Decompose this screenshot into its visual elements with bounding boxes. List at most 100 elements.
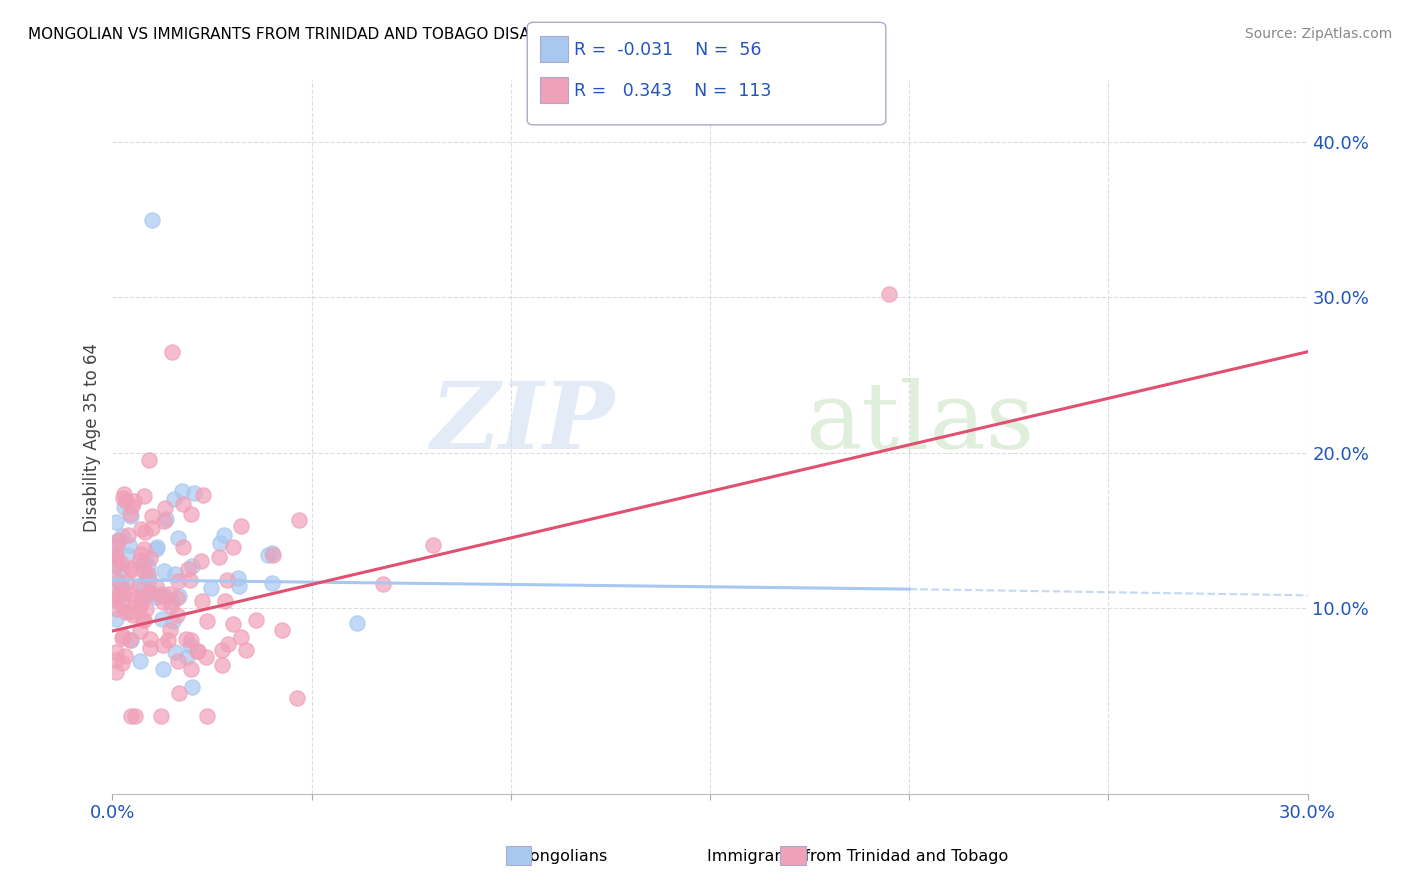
- Point: [112, 594, 135, 608]
- Point: [141, 508, 163, 523]
- Point: [145, 541, 167, 556]
- Point: [110, 578, 132, 592]
- Point: [180, 559, 202, 574]
- Point: [134, 541, 156, 556]
- Point: [145, 590, 167, 604]
- Point: [105, 533, 128, 548]
- Point: [149, 709, 172, 723]
- Point: [114, 648, 136, 663]
- Point: [138, 572, 160, 586]
- Point: [187, 644, 209, 658]
- Point: [208, 549, 231, 564]
- Point: [120, 561, 142, 575]
- Text: ZIP: ZIP: [430, 378, 614, 467]
- Point: [105, 547, 128, 561]
- Point: [111, 598, 134, 612]
- Point: [105, 550, 128, 565]
- Text: R =   0.343    N =  113: R = 0.343 N = 113: [574, 82, 770, 100]
- Point: [190, 593, 212, 607]
- Point: [134, 613, 156, 627]
- Point: [139, 640, 162, 655]
- Point: [118, 507, 141, 521]
- Point: [138, 567, 160, 582]
- Point: [129, 548, 152, 562]
- Point: [112, 491, 135, 505]
- Point: [228, 571, 250, 585]
- Text: R =  -0.031    N =  56: R = -0.031 N = 56: [574, 41, 761, 59]
- Point: [195, 709, 218, 723]
- Point: [138, 586, 160, 600]
- Point: [163, 567, 186, 582]
- Point: [200, 581, 222, 595]
- Point: [120, 633, 142, 648]
- Point: [162, 344, 183, 359]
- Point: [179, 573, 201, 587]
- Point: [105, 587, 128, 601]
- Point: [155, 512, 177, 526]
- Point: [120, 509, 142, 524]
- Point: [211, 657, 233, 672]
- Point: [150, 611, 173, 625]
- Point: [120, 605, 142, 619]
- Point: [105, 590, 128, 604]
- Point: [150, 589, 173, 603]
- Point: [194, 650, 217, 665]
- Text: Immigrants from Trinidad and Tobago: Immigrants from Trinidad and Tobago: [707, 849, 1008, 863]
- Point: [129, 654, 152, 668]
- Point: [146, 541, 169, 555]
- Point: [153, 514, 176, 528]
- Point: [112, 629, 135, 643]
- Point: [166, 608, 188, 623]
- Point: [152, 564, 174, 578]
- Point: [135, 602, 157, 616]
- Point: [129, 596, 152, 610]
- Point: [132, 613, 155, 627]
- Point: [877, 287, 900, 301]
- Point: [288, 513, 311, 527]
- Point: [214, 594, 236, 608]
- Point: [139, 632, 162, 647]
- Y-axis label: Disability Age 35 to 64: Disability Age 35 to 64: [83, 343, 101, 532]
- Point: [111, 656, 134, 670]
- Point: [120, 563, 142, 577]
- Point: [117, 574, 139, 589]
- Point: [111, 632, 134, 646]
- Point: [217, 574, 239, 588]
- Point: [153, 500, 176, 515]
- Point: [172, 540, 194, 554]
- Point: [228, 579, 250, 593]
- Point: [167, 589, 190, 603]
- Point: [112, 500, 135, 515]
- Point: [115, 548, 138, 562]
- Point: [167, 685, 190, 699]
- Point: [172, 484, 194, 499]
- Point: [257, 549, 280, 563]
- Point: [115, 493, 138, 508]
- Point: [163, 491, 186, 506]
- Point: [105, 602, 128, 616]
- Point: [134, 564, 156, 578]
- Point: [110, 556, 132, 570]
- Point: [167, 574, 190, 588]
- Point: [209, 535, 232, 549]
- Point: [235, 643, 257, 657]
- Point: [174, 632, 197, 646]
- Point: [163, 645, 186, 659]
- Point: [121, 499, 143, 513]
- Point: [129, 552, 152, 566]
- Point: [138, 452, 160, 467]
- Point: [162, 614, 184, 628]
- Point: [245, 613, 267, 627]
- Point: [262, 575, 284, 590]
- Point: [135, 570, 157, 584]
- Point: [107, 533, 129, 547]
- Point: [105, 558, 128, 573]
- Text: Mongolians: Mongolians: [517, 849, 607, 863]
- Point: [141, 521, 163, 535]
- Point: [105, 572, 128, 586]
- Point: [131, 590, 153, 604]
- Point: [152, 587, 174, 601]
- Point: [111, 529, 134, 543]
- Point: [180, 633, 202, 648]
- Point: [128, 624, 150, 639]
